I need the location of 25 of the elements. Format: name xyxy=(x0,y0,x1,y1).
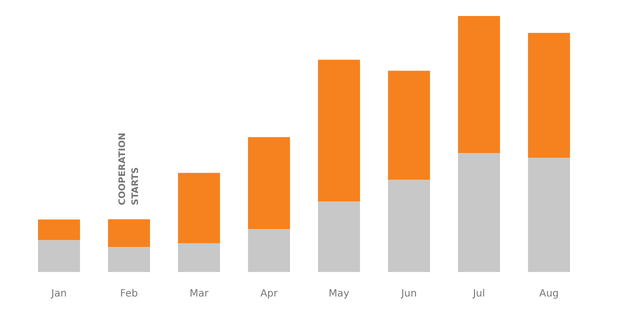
bar xyxy=(318,202,360,272)
bar xyxy=(458,16,500,153)
x-tick-label: Feb xyxy=(120,288,138,300)
x-tick-label: Jan xyxy=(50,288,67,300)
bar xyxy=(108,219,150,248)
bar xyxy=(178,243,220,272)
bar xyxy=(318,60,360,202)
bar xyxy=(248,229,290,272)
x-tick-label: Aug xyxy=(539,288,559,300)
bar xyxy=(38,220,80,240)
x-tick-label: Apr xyxy=(260,288,279,300)
bar xyxy=(248,137,290,230)
x-tick-label: Jul xyxy=(472,288,486,300)
x-tick-label: May xyxy=(328,288,350,300)
x-tick-label: Mar xyxy=(190,288,210,300)
bar xyxy=(528,158,570,272)
bar xyxy=(388,70,430,180)
bar xyxy=(38,240,80,272)
x-tick-label: Jun xyxy=(400,288,417,300)
annotation: COOPERATION STARTS xyxy=(118,132,141,206)
bar xyxy=(388,180,430,272)
bar xyxy=(528,32,570,158)
bar xyxy=(458,152,500,272)
bar xyxy=(178,172,220,244)
bar xyxy=(108,247,150,272)
